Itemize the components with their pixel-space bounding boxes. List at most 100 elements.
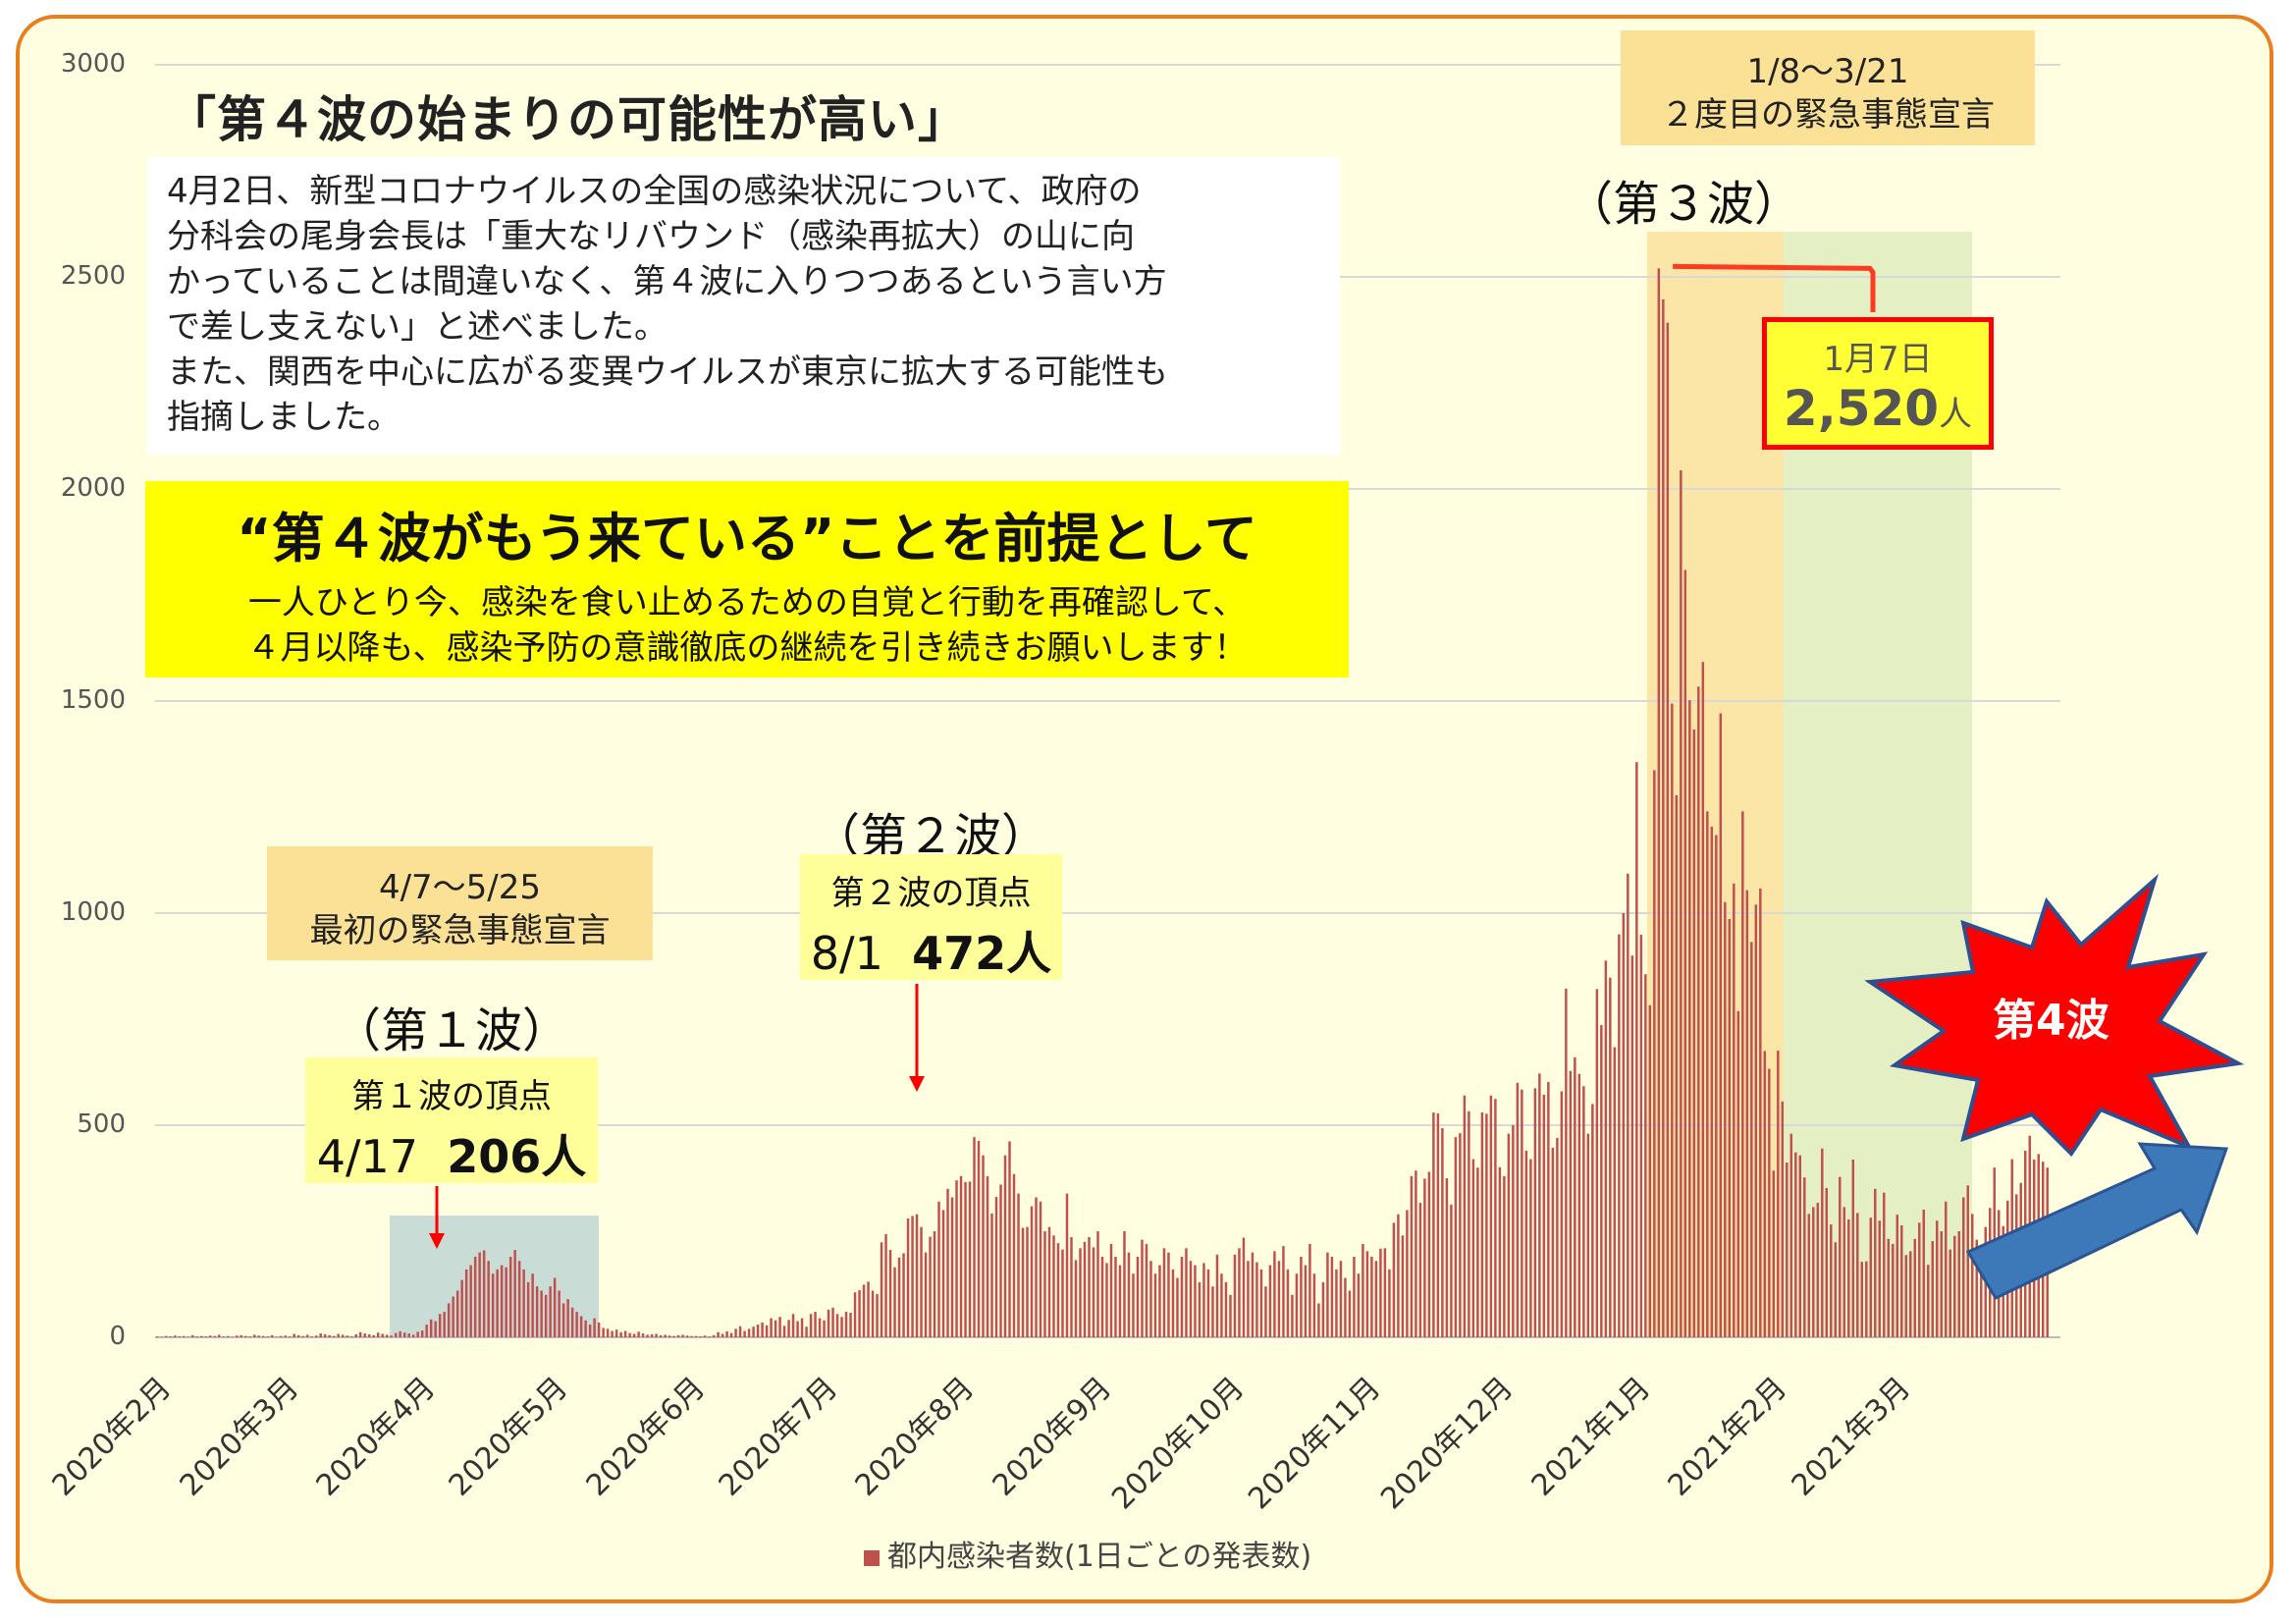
- daily-cases-bar: [1418, 1203, 1422, 1337]
- daily-cases-bar: [1754, 904, 1758, 1337]
- daily-cases-bar: [1061, 1249, 1064, 1337]
- daily-cases-bar: [690, 1335, 693, 1337]
- daily-cases-bar: [659, 1334, 663, 1337]
- daily-cases-bar: [1114, 1256, 1117, 1337]
- daily-cases-bar: [1697, 686, 1700, 1337]
- daily-cases-bar: [1317, 1303, 1320, 1337]
- daily-cases-bar: [694, 1335, 698, 1337]
- daily-cases-bar: [478, 1252, 481, 1337]
- daily-cases-bar: [1565, 988, 1568, 1337]
- daily-cases-bar: [1277, 1261, 1281, 1337]
- daily-cases-bar: [438, 1314, 442, 1337]
- daily-cases-bar: [712, 1334, 716, 1337]
- daily-cases-bar: [1074, 1260, 1078, 1337]
- daily-cases-bar: [261, 1335, 265, 1337]
- daily-cases-bar: [853, 1292, 857, 1337]
- daily-cases-bar: [1468, 1110, 1470, 1337]
- daily-cases-bar: [1768, 1068, 1771, 1337]
- daily-cases-bar: [1088, 1237, 1091, 1337]
- daily-cases-bar: [588, 1325, 592, 1337]
- daily-cases-bar: [1291, 1294, 1294, 1337]
- rising-arrow-icon: [1965, 1142, 2229, 1300]
- daily-cases-bar: [1648, 1004, 1652, 1337]
- daily-cases-bar: [725, 1330, 728, 1337]
- y-tick-label: 1500: [60, 685, 126, 715]
- daily-cases-bar: [774, 1320, 777, 1337]
- daily-cases-bar: [1344, 1277, 1347, 1337]
- daily-cases-bar: [946, 1188, 949, 1337]
- daily-cases-bar: [508, 1256, 512, 1337]
- daily-cases-bar: [1719, 713, 1723, 1337]
- daily-cases-bar: [1008, 1141, 1011, 1337]
- daily-cases-bar: [270, 1334, 274, 1337]
- daily-cases-bar: [1847, 1218, 1850, 1337]
- daily-cases-bar: [1794, 1152, 1797, 1337]
- daily-cases-bar: [257, 1335, 260, 1337]
- daily-cases-bar: [487, 1261, 490, 1337]
- daily-cases-bar: [805, 1326, 808, 1337]
- daily-cases-bar: [1498, 1166, 1502, 1337]
- daily-cases-bar: [1052, 1235, 1055, 1337]
- daily-cases-bar: [1812, 1207, 1815, 1337]
- arrow-head-icon: [429, 1233, 445, 1249]
- daily-cases-bar: [505, 1267, 507, 1337]
- daily-cases-bar: [178, 1336, 181, 1337]
- daily-cases-bar: [358, 1331, 362, 1337]
- daily-cases-bar: [1326, 1252, 1329, 1337]
- daily-cases-bar: [1463, 1095, 1467, 1337]
- daily-cases-bar: [346, 1335, 348, 1337]
- daily-cases-bar: [699, 1336, 702, 1337]
- daily-cases-bar: [1675, 794, 1679, 1337]
- daily-cases-bar: [752, 1326, 755, 1337]
- daily-cases-bar: [288, 1336, 292, 1337]
- emergency-label-1: 4/7〜5/25 最初の緊急事態宣言: [267, 846, 653, 960]
- daily-cases-bar: [513, 1250, 516, 1337]
- daily-cases-bar: [1529, 1159, 1532, 1337]
- daily-cases-bar: [641, 1333, 645, 1337]
- daily-cases-bar: [1680, 469, 1682, 1337]
- daily-cases-bar: [349, 1336, 353, 1337]
- daily-cases-bar: [1489, 1095, 1493, 1337]
- daily-cases-bar: [1662, 298, 1665, 1337]
- daily-cases-bar: [738, 1326, 742, 1337]
- daily-cases-bar: [902, 1253, 905, 1337]
- daily-cases-bar: [1533, 1088, 1537, 1337]
- daily-cases-bar: [1454, 1137, 1458, 1337]
- daily-cases-bar: [1153, 1273, 1157, 1337]
- daily-cases-bar: [420, 1330, 424, 1337]
- daily-cases-bar: [1666, 322, 1670, 1337]
- daily-cases-bar: [1185, 1248, 1188, 1337]
- daily-cases-bar: [787, 1320, 790, 1337]
- daily-cases-bar: [973, 1137, 976, 1337]
- daily-cases-bar: [213, 1335, 216, 1337]
- daily-cases-bar: [1471, 1159, 1475, 1337]
- daily-cases-bar: [672, 1335, 675, 1337]
- daily-cases-bar: [941, 1210, 945, 1337]
- daily-cases-bar: [920, 1226, 923, 1337]
- daily-cases-bar: [1733, 883, 1735, 1337]
- daily-cases-bar: [526, 1281, 530, 1337]
- daily-cases-bar: [1330, 1256, 1334, 1337]
- daily-cases-bar: [1035, 1197, 1038, 1337]
- daily-cases-bar: [655, 1333, 658, 1337]
- daily-cases-bar: [986, 1175, 989, 1337]
- daily-cases-bar: [1392, 1222, 1396, 1337]
- daily-cases-bar: [1710, 826, 1714, 1337]
- daily-cases-bar: [893, 1267, 896, 1337]
- daily-cases-bar: [1798, 1155, 1802, 1337]
- daily-cases-bar: [782, 1326, 786, 1337]
- daily-cases-bar: [1860, 1262, 1864, 1337]
- daily-cases-bar: [968, 1181, 972, 1337]
- daily-cases-bar: [1724, 901, 1727, 1337]
- daily-cases-bar: [827, 1309, 830, 1337]
- daily-cases-bar: [1321, 1281, 1325, 1337]
- daily-cases-bar: [341, 1334, 345, 1337]
- daily-cases-bar: [266, 1336, 269, 1337]
- daily-cases-bar: [1450, 1204, 1453, 1337]
- daily-cases-bar: [1781, 1101, 1785, 1337]
- daily-cases-bar: [293, 1333, 295, 1337]
- daily-cases-bar: [606, 1328, 610, 1337]
- daily-cases-bar: [1300, 1256, 1303, 1337]
- daily-cases-bar: [402, 1332, 406, 1337]
- daily-cases-bar: [791, 1314, 795, 1337]
